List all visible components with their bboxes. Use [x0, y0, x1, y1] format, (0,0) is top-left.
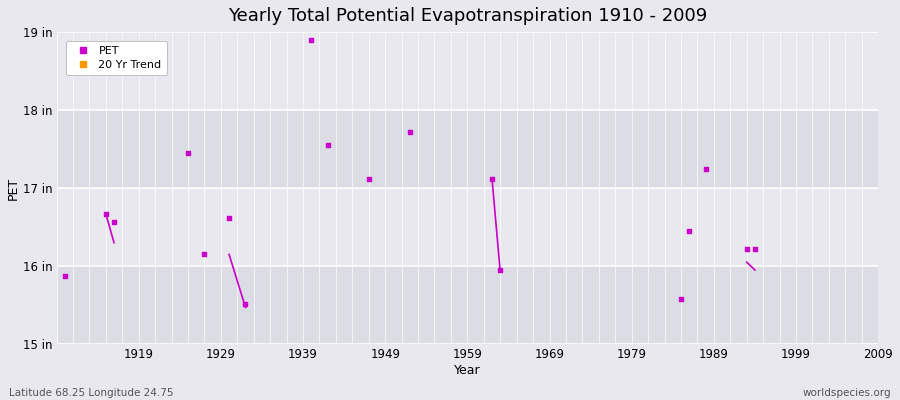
- Point: [181, 150, 195, 156]
- Bar: [57, 188, 878, 266]
- X-axis label: Year: Year: [454, 364, 481, 377]
- Point: [698, 165, 713, 172]
- Text: Latitude 68.25 Longitude 24.75: Latitude 68.25 Longitude 24.75: [9, 388, 174, 398]
- Point: [222, 214, 237, 221]
- Bar: [57, 32, 878, 110]
- Bar: [57, 110, 878, 188]
- Point: [238, 300, 253, 307]
- Point: [99, 211, 113, 217]
- Point: [304, 37, 319, 43]
- Title: Yearly Total Potential Evapotranspiration 1910 - 2009: Yearly Total Potential Evapotranspiratio…: [228, 7, 707, 25]
- Point: [740, 246, 754, 252]
- Point: [674, 296, 688, 302]
- Legend: PET, 20 Yr Trend: PET, 20 Yr Trend: [67, 41, 167, 75]
- Point: [107, 218, 122, 225]
- Point: [493, 267, 508, 273]
- Point: [748, 246, 762, 252]
- Point: [682, 228, 697, 234]
- Y-axis label: PET: PET: [7, 176, 20, 200]
- Point: [58, 273, 72, 280]
- Point: [362, 176, 376, 182]
- Text: worldspecies.org: worldspecies.org: [803, 388, 891, 398]
- Point: [485, 176, 500, 182]
- Point: [320, 142, 335, 148]
- Point: [197, 251, 211, 258]
- Bar: [57, 266, 878, 344]
- Point: [402, 129, 417, 135]
